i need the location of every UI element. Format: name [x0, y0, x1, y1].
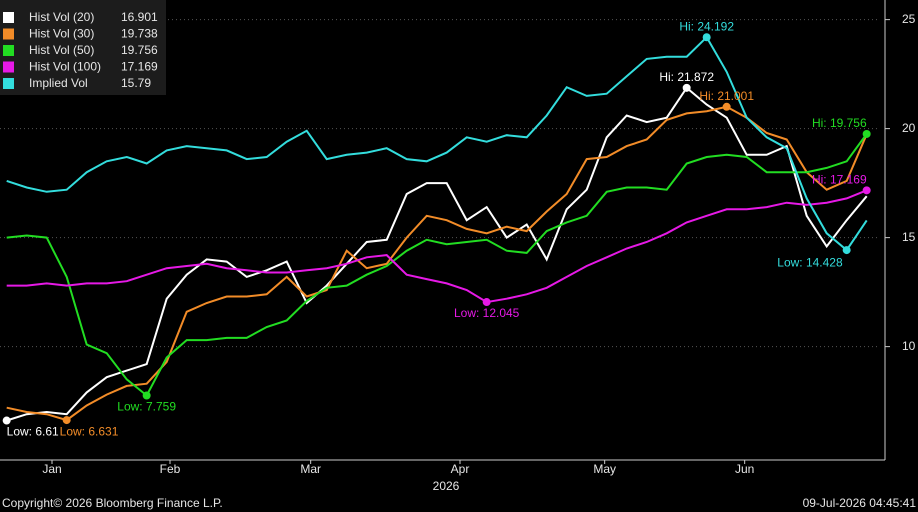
x-tick-label: Feb	[160, 462, 181, 476]
legend-label: Implied Vol	[29, 76, 88, 90]
legend-label: Hist Vol (50)	[29, 43, 94, 57]
x-tick-label: Apr	[451, 462, 470, 476]
extreme-label: Hi: 21.872	[659, 70, 714, 84]
x-tick-label: May	[593, 462, 616, 476]
extreme-marker	[142, 391, 151, 400]
x-axis-year: 2026	[433, 479, 460, 493]
extreme-marker	[722, 102, 731, 111]
series-line	[6, 86, 868, 422]
extreme-label: Low: 6.61	[7, 425, 59, 439]
y-tick-label: 20	[902, 121, 916, 135]
extreme-marker	[862, 186, 871, 195]
extreme-label: Hi: 24.192	[679, 19, 734, 33]
legend-swatch	[3, 28, 14, 40]
x-tick-label: Jan	[42, 462, 61, 476]
y-tick-label: 25	[902, 12, 916, 26]
x-tick-label: Mar	[300, 462, 321, 476]
x-tick-label: Jun	[735, 462, 754, 476]
extreme-marker	[702, 33, 711, 42]
legend-swatch	[3, 61, 14, 73]
extreme-marker	[862, 129, 871, 138]
legend-label: Hist Vol (30)	[29, 27, 94, 41]
legend-value: 19.738	[121, 27, 158, 41]
timestamp: 09-Jul-2026 04:45:41	[803, 496, 917, 510]
legend-swatch	[3, 45, 14, 56]
legend-value: 16.901	[121, 10, 158, 24]
extreme-marker	[842, 246, 851, 255]
extreme-label: Low: 14.428	[777, 255, 843, 269]
legend-value: 17.169	[121, 60, 158, 74]
extreme-label: Hi: 19.756	[812, 116, 867, 130]
extreme-label: Low: 12.045	[454, 306, 520, 320]
extreme-marker	[482, 298, 491, 307]
legend: Hist Vol (20) 16.901 Hist Vol (30) 19.738 Hi…	[0, 0, 166, 95]
extreme-marker	[2, 416, 11, 425]
y-tick-label: 10	[902, 339, 916, 353]
extreme-label: Hi: 21.001	[699, 89, 754, 103]
extreme-marker	[682, 83, 691, 92]
legend-swatch	[3, 12, 14, 23]
legend-value: 19.756	[121, 43, 158, 57]
legend-label: Hist Vol (20)	[29, 10, 94, 24]
series-line	[6, 35, 868, 252]
legend-value: 15.79	[121, 76, 151, 90]
legend-box	[0, 0, 166, 95]
y-tick-label: 15	[902, 230, 916, 244]
series-line	[6, 133, 868, 398]
extreme-label: Low: 6.631	[60, 424, 119, 438]
legend-swatch	[3, 78, 14, 89]
copyright: Copyright© 2026 Bloomberg Finance L.P.	[2, 496, 223, 510]
extreme-label: Low: 7.759	[117, 400, 176, 414]
series-line	[6, 189, 868, 304]
extreme-marker	[62, 416, 71, 425]
extreme-label: Hi: 17.169	[812, 173, 867, 187]
legend-label: Hist Vol (100)	[29, 60, 101, 74]
